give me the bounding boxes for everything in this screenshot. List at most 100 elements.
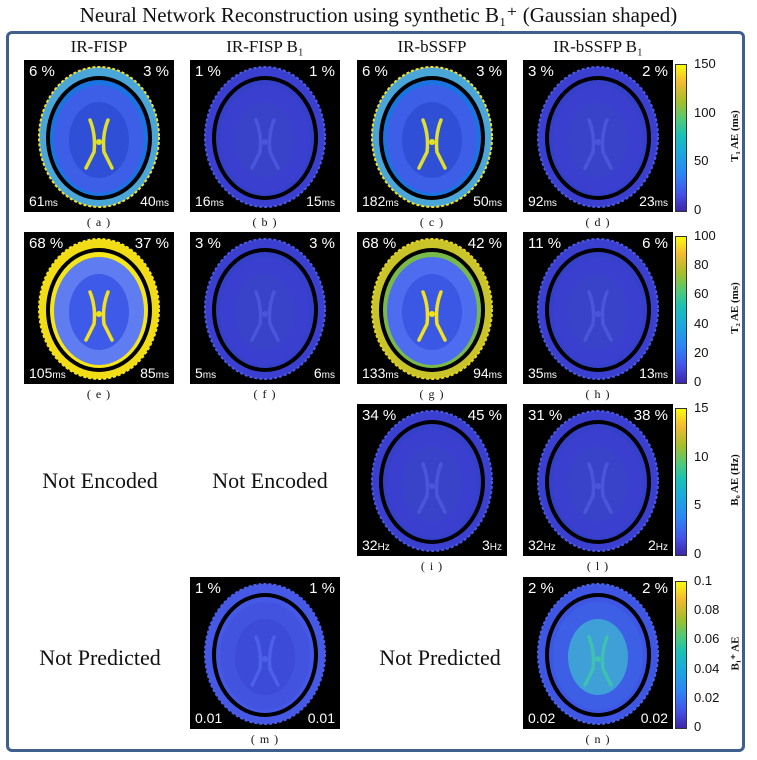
mri-panel-c: 6 % 3 % 182ms 50ms	[357, 60, 507, 212]
error-percent-right: 1 %	[309, 63, 335, 80]
error-value-right: 2Hz	[647, 537, 668, 553]
error-value-right: 0.01	[307, 710, 335, 726]
colorbar-label: B₁⁺ AE	[729, 636, 742, 671]
error-percent-right: 1 %	[309, 580, 335, 597]
colorbar-tick: 50	[694, 153, 709, 169]
colorbar-tick: 0	[694, 719, 702, 734]
panel-caption-n: ( n )	[585, 732, 611, 746]
panel-caption-i: ( i )	[420, 559, 444, 573]
mri-panel-a: 6 % 3 % 61ms 40ms	[24, 60, 174, 212]
colorbar-tick: 15	[694, 400, 709, 415]
error-percent-left: 6 %	[362, 63, 388, 80]
brain-scan-image-n	[537, 583, 659, 725]
brain-scan-image-l	[537, 410, 659, 552]
error-percent-right: 2 %	[642, 63, 668, 80]
error-value-right: 23ms	[639, 193, 668, 209]
colorbar-tick: 100	[694, 228, 716, 243]
error-value-right: 50ms	[473, 193, 502, 209]
colorbar-tick: 80	[694, 257, 709, 273]
error-percent-left: 1 %	[195, 63, 221, 80]
mri-panel-h: 11 % 6 % 35ms 13ms	[523, 232, 673, 384]
panel-caption-c: ( c )	[419, 215, 445, 229]
colorbar-tick: 0	[694, 546, 702, 561]
mri-panel-n: 2 % 2 % 0.02 0.02	[523, 577, 673, 729]
mri-panel-l: 31 % 38 % 32Hz 2Hz	[523, 404, 673, 556]
colorbar-tick: 10	[694, 448, 709, 464]
error-value-right: 0.02	[640, 710, 668, 726]
brain-scan-image-a	[38, 66, 160, 208]
colorbar-label: B₀ AE (Hz)	[729, 454, 741, 506]
error-value-right: 15ms	[306, 193, 335, 209]
panel-caption-d: ( d )	[585, 215, 611, 229]
error-percent-right: 37 %	[134, 235, 169, 252]
colorbar-2	[675, 236, 687, 384]
figure-frame	[6, 31, 745, 752]
error-value-right: 94ms	[473, 365, 502, 381]
brain-scan-image-c	[371, 66, 493, 208]
brain-scan-image-i	[371, 410, 493, 552]
error-percent-right: 3 %	[309, 235, 335, 252]
brain-scan-image-e	[38, 238, 160, 380]
colorbar-tick: 0.02	[694, 689, 720, 705]
not-predicted-label-2: Not Predicted	[379, 645, 501, 670]
not-predicted-label-1: Not Predicted	[39, 645, 161, 670]
error-percent-left: 2 %	[528, 580, 554, 597]
error-percent-right: 38 %	[633, 407, 668, 424]
column-header-ir-bssfp: IR-bSSFP	[397, 37, 467, 56]
colorbar-tick: 0.04	[694, 660, 720, 676]
brain-scan-image-m	[204, 583, 326, 725]
brain-scan-image-g	[371, 238, 493, 380]
error-percent-right: 3 %	[143, 63, 169, 80]
error-percent-left: 68 %	[29, 235, 64, 252]
error-value-right: 40ms	[140, 193, 169, 209]
mri-panel-g: 68 % 42 % 133ms 94ms	[357, 232, 507, 384]
mri-panel-e: 68 % 37 % 105ms 85ms	[24, 232, 174, 384]
brain-scan-image-f	[204, 238, 326, 380]
error-value-left: 32Hz	[528, 537, 556, 553]
colorbar-1	[675, 64, 687, 212]
mri-panel-f: 3 % 3 % 5ms 6ms	[190, 232, 340, 384]
column-header-ir-fisp: IR-FISP	[70, 37, 128, 56]
error-value-left: 0.02	[528, 710, 556, 726]
mri-panel-m: 1 % 1 % 0.01 0.01	[190, 577, 340, 729]
mri-panel-b: 1 % 1 % 16ms 15ms	[190, 60, 340, 212]
error-value-left: 133ms	[362, 365, 399, 381]
panel-caption-m: ( m )	[250, 732, 280, 746]
colorbar-label: T₁ AE (ms)	[729, 110, 741, 162]
error-percent-left: 34 %	[362, 407, 397, 424]
mri-panel-d: 3 % 2 % 92ms 23ms	[523, 60, 673, 212]
error-percent-left: 11 %	[528, 235, 562, 252]
error-value-left: 105ms	[29, 365, 66, 381]
error-percent-left: 68 %	[362, 235, 397, 252]
panel-caption-f: ( f )	[253, 387, 277, 401]
brain-scan-image-h	[537, 238, 659, 380]
error-percent-right: 42 %	[467, 235, 502, 252]
colorbar-3	[675, 408, 687, 556]
colorbar-tick: 60	[694, 286, 709, 302]
mri-panel-i: 34 % 45 % 32Hz 3Hz	[357, 404, 507, 556]
error-percent-right: 45 %	[467, 407, 502, 424]
panel-caption-e: ( e )	[86, 387, 112, 401]
panel-caption-a: ( a )	[86, 215, 112, 229]
figure-title: Neural Network Reconstruction using synt…	[79, 3, 678, 27]
error-value-left: 61ms	[29, 193, 58, 209]
column-header-ir-bssfp-b1: IR-bSSFP B₁	[553, 37, 643, 56]
error-value-left: 32Hz	[362, 537, 390, 553]
panel-caption-b: ( b )	[252, 215, 278, 229]
error-value-right: 3Hz	[481, 537, 502, 553]
colorbar-tick: 0	[694, 374, 702, 389]
panel-caption-l: ( l )	[586, 559, 610, 573]
colorbar-tick: 5	[694, 497, 702, 513]
error-value-left: 0.01	[195, 710, 223, 726]
error-value-right: 13ms	[639, 365, 668, 381]
colorbar-tick: 150	[694, 56, 716, 71]
error-percent-left: 3 %	[528, 63, 554, 80]
colorbar-tick: 0.08	[694, 602, 720, 618]
colorbar-tick: 0	[694, 202, 702, 217]
error-value-left: 92ms	[528, 193, 557, 209]
error-percent-left: 6 %	[29, 63, 55, 80]
error-percent-right: 6 %	[642, 235, 668, 252]
error-percent-left: 3 %	[195, 235, 221, 252]
colorbar-tick: 0.1	[694, 573, 713, 588]
error-value-right: 85ms	[140, 365, 169, 381]
